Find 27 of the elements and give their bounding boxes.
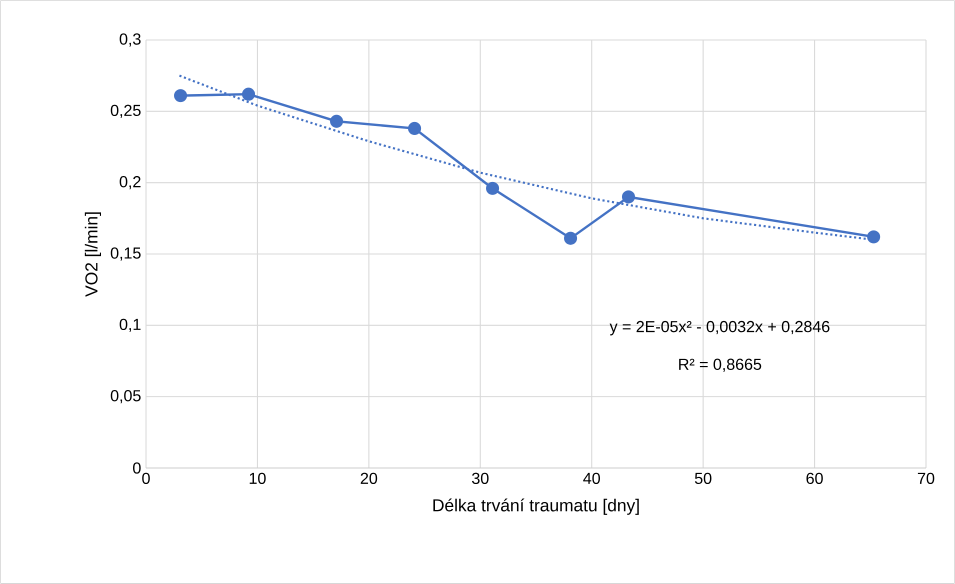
y-tick-label: 0,05 — [110, 390, 141, 404]
x-tick-label: 20 — [360, 472, 378, 484]
y-axis-title: VO2 [l/min] — [84, 212, 102, 297]
y-tick-label: 0 — [133, 462, 141, 474]
annotation: y = 2E-05x² - 0,0032x + 0,2846 — [610, 320, 830, 336]
y-tick-label: 0,15 — [110, 247, 141, 261]
point — [867, 230, 880, 244]
point — [622, 190, 636, 204]
point — [486, 182, 500, 195]
y-tick-label: 0,25 — [110, 104, 141, 118]
y-tick-label: 0,3 — [120, 33, 141, 47]
y-tick-label: 0,1 — [120, 318, 141, 332]
x-tick-label: 70 — [918, 472, 934, 484]
annotation: R² = 0,8665 — [679, 358, 762, 372]
point — [174, 89, 188, 102]
x-axis-title: Délka trvání traumatu [dny] — [433, 498, 639, 515]
x-tick-label: 0 — [142, 472, 150, 484]
y-tick-label: 0,2 — [120, 176, 140, 190]
point — [564, 232, 578, 245]
point — [408, 122, 422, 135]
point — [242, 88, 256, 101]
point — [330, 114, 344, 128]
x-tick-label: 40 — [583, 472, 600, 484]
x-tick-label: 50 — [694, 472, 712, 484]
x-tick-label: 60 — [806, 472, 823, 484]
x-tick-label: 10 — [250, 472, 266, 484]
x-tick-label: 30 — [472, 472, 489, 484]
